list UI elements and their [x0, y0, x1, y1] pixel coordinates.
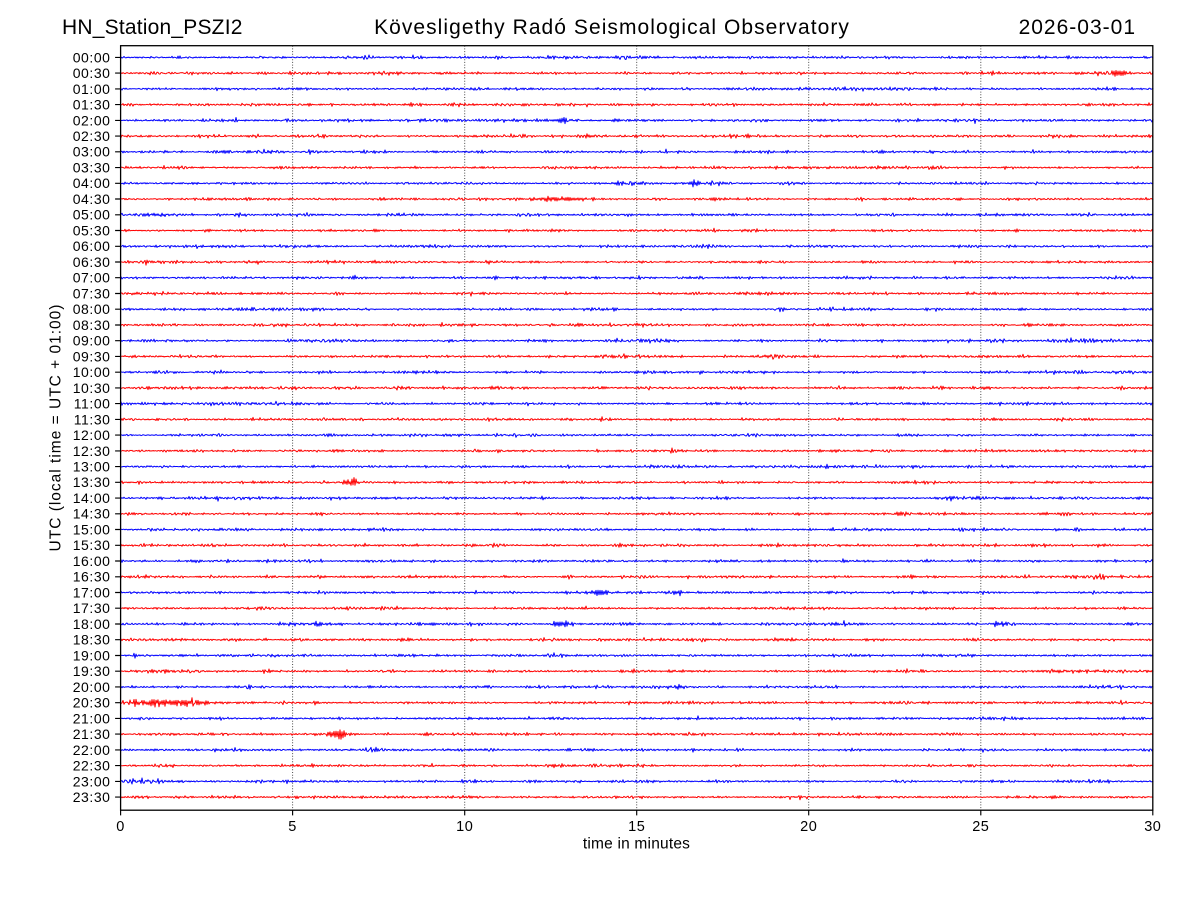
svg-text:06:30: 06:30 [73, 254, 111, 270]
svg-text:19:30: 19:30 [73, 663, 111, 679]
svg-text:time in minutes: time in minutes [583, 836, 690, 853]
svg-text:06:00: 06:00 [73, 238, 111, 254]
svg-text:21:00: 21:00 [73, 710, 111, 726]
svg-text:00:00: 00:00 [73, 49, 111, 65]
svg-text:02:30: 02:30 [73, 128, 111, 144]
svg-text:00:30: 00:30 [73, 65, 111, 81]
svg-text:21:30: 21:30 [73, 726, 111, 742]
svg-text:Kövesligethy Radó Seismologica: Kövesligethy Radó Seismological Observat… [374, 16, 850, 39]
svg-text:23:30: 23:30 [73, 789, 111, 805]
svg-text:16:00: 16:00 [73, 553, 111, 569]
svg-text:05:00: 05:00 [73, 207, 111, 223]
svg-text:15: 15 [628, 819, 645, 835]
svg-text:30: 30 [1144, 819, 1161, 835]
svg-text:03:30: 03:30 [73, 160, 111, 176]
svg-text:04:30: 04:30 [73, 191, 111, 207]
svg-text:22:00: 22:00 [73, 742, 111, 758]
svg-text:14:30: 14:30 [73, 506, 111, 522]
svg-text:13:00: 13:00 [73, 459, 111, 475]
svg-text:04:00: 04:00 [73, 175, 111, 191]
svg-text:14:00: 14:00 [73, 490, 111, 506]
svg-text:15:30: 15:30 [73, 537, 111, 553]
svg-text:16:30: 16:30 [73, 569, 111, 585]
svg-text:02:00: 02:00 [73, 112, 111, 128]
svg-text:11:30: 11:30 [74, 411, 111, 427]
svg-text:22:30: 22:30 [73, 758, 111, 774]
svg-text:11:00: 11:00 [74, 396, 111, 412]
svg-text:03:00: 03:00 [73, 144, 111, 160]
svg-text:07:30: 07:30 [73, 285, 111, 301]
svg-text:13:30: 13:30 [73, 474, 111, 490]
svg-text:08:00: 08:00 [73, 301, 111, 317]
svg-text:09:00: 09:00 [73, 333, 111, 349]
svg-text:18:00: 18:00 [73, 616, 111, 632]
svg-text:01:00: 01:00 [73, 81, 111, 97]
svg-text:01:30: 01:30 [73, 97, 111, 113]
svg-text:17:30: 17:30 [73, 600, 111, 616]
svg-text:10:00: 10:00 [73, 364, 111, 380]
svg-text:12:00: 12:00 [73, 427, 111, 443]
svg-text:HN_Station_PSZI2: HN_Station_PSZI2 [62, 16, 243, 39]
svg-text:25: 25 [972, 819, 989, 835]
svg-text:10: 10 [456, 819, 473, 835]
svg-text:10:30: 10:30 [73, 380, 111, 396]
svg-text:23:00: 23:00 [73, 773, 111, 789]
svg-text:08:30: 08:30 [73, 317, 111, 333]
svg-text:15:00: 15:00 [73, 521, 111, 537]
svg-text:19:00: 19:00 [73, 647, 111, 663]
svg-text:UTC (local time = UTC + 01:00): UTC (local time = UTC + 01:00) [48, 304, 65, 552]
svg-text:20:30: 20:30 [73, 695, 111, 711]
svg-text:07:00: 07:00 [73, 270, 111, 286]
svg-text:20:00: 20:00 [73, 679, 111, 695]
svg-text:20: 20 [800, 819, 817, 835]
svg-text:5: 5 [288, 819, 297, 835]
svg-text:05:30: 05:30 [73, 222, 111, 238]
svg-text:17:00: 17:00 [73, 584, 111, 600]
svg-text:12:30: 12:30 [73, 443, 111, 459]
svg-text:0: 0 [116, 819, 125, 835]
svg-text:2026-03-01: 2026-03-01 [1019, 16, 1136, 39]
svg-text:18:30: 18:30 [73, 632, 111, 648]
svg-text:09:30: 09:30 [73, 348, 111, 364]
